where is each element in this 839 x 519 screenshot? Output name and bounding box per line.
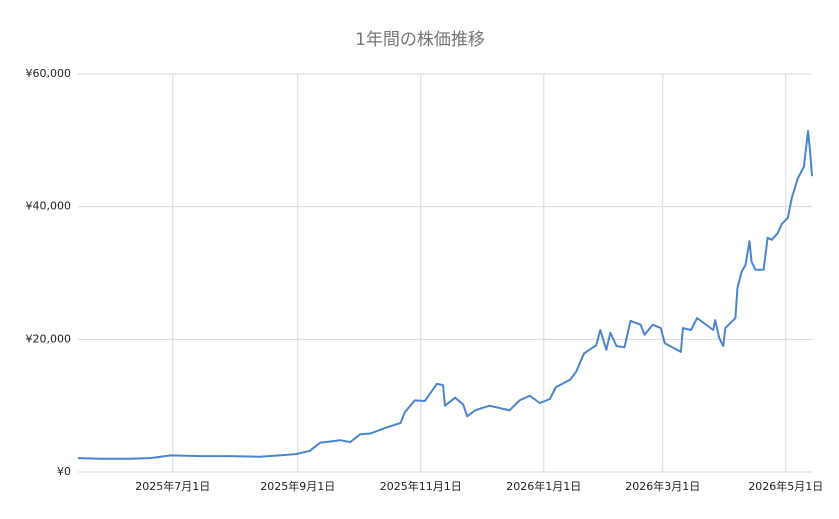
x-tick-label: 2025年7月1日 bbox=[135, 479, 210, 493]
y-tick-label: ¥40,000 bbox=[26, 200, 72, 213]
x-tick-label: 2026年3月1日 bbox=[625, 479, 700, 493]
y-tick-label: ¥60,000 bbox=[26, 67, 72, 80]
x-tick-label: 2026年1月1日 bbox=[506, 479, 581, 493]
x-tick-label: 2026年5月1日 bbox=[748, 479, 823, 493]
x-tick-label: 2025年11月1日 bbox=[380, 479, 462, 493]
x-tick-label: 2025年9月1日 bbox=[260, 479, 335, 493]
y-tick-label: ¥20,000 bbox=[26, 332, 72, 345]
y-tick-label: ¥0 bbox=[57, 465, 71, 478]
chart-title: 1年間の株価推移 bbox=[355, 30, 485, 50]
price-line bbox=[77, 130, 813, 460]
